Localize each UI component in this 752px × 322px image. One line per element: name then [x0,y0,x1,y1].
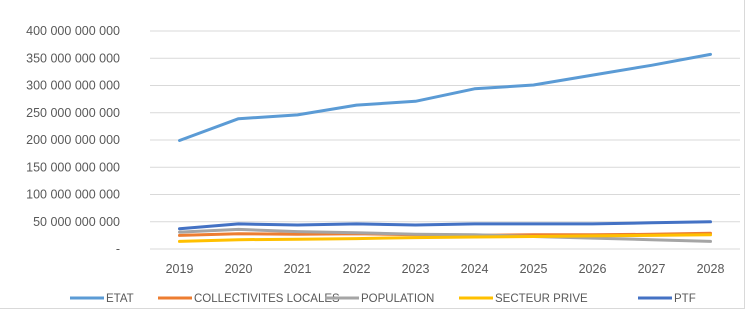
y-tick-label: 100 000 000 000 [26,188,120,202]
x-tick-label: 2028 [697,262,725,276]
y-axis-tick-labels: - 50 000 000 000 100 000 000 000 150 000 00… [26,24,120,256]
x-tick-label: 2027 [638,262,666,276]
x-tick-label: 2022 [343,262,371,276]
series-lines [178,52,712,243]
y-tick-label: 50 000 000 000 [33,215,120,229]
x-tick-label: 2023 [402,262,430,276]
x-tick-label: 2019 [166,262,194,276]
y-tick-label: 400 000 000 000 [26,24,120,38]
y-tick-label: 200 000 000 000 [26,133,120,147]
series-line-secteur-prive [178,233,712,243]
y-tick-label: - [116,242,120,256]
legend-label-secteur-prive: SECTEUR PRIVE [495,293,588,305]
series-line-ptf [178,220,712,231]
y-tick-label: 250 000 000 000 [26,106,120,120]
series-line-population [178,227,712,243]
legend-label-etat: ETAT [106,293,134,305]
x-tick-label: 2025 [520,262,548,276]
legend: ETAT COLLECTIVITES LOCALES POPULATION SECTE… [70,293,696,305]
x-tick-label: 2024 [461,262,489,276]
y-tick-label: 150 000 000 000 [26,160,120,174]
x-tick-label: 2026 [579,262,607,276]
y-tick-label: 300 000 000 000 [26,79,120,93]
x-tick-label: 2020 [225,262,253,276]
x-tick-label: 2021 [284,262,312,276]
legend-label-population: POPULATION [361,293,434,305]
legend-label-ptf: PTF [674,293,696,305]
gridlines [150,30,740,250]
y-tick-label: 350 000 000 000 [26,51,120,65]
series-line-etat [178,52,712,142]
x-axis-tick-labels: 2019 2020 2021 2022 2023 2024 2025 2026 2027 2028 [166,262,725,276]
legend-label-collectivites-locales: COLLECTIVITES LOCALES [194,293,340,305]
